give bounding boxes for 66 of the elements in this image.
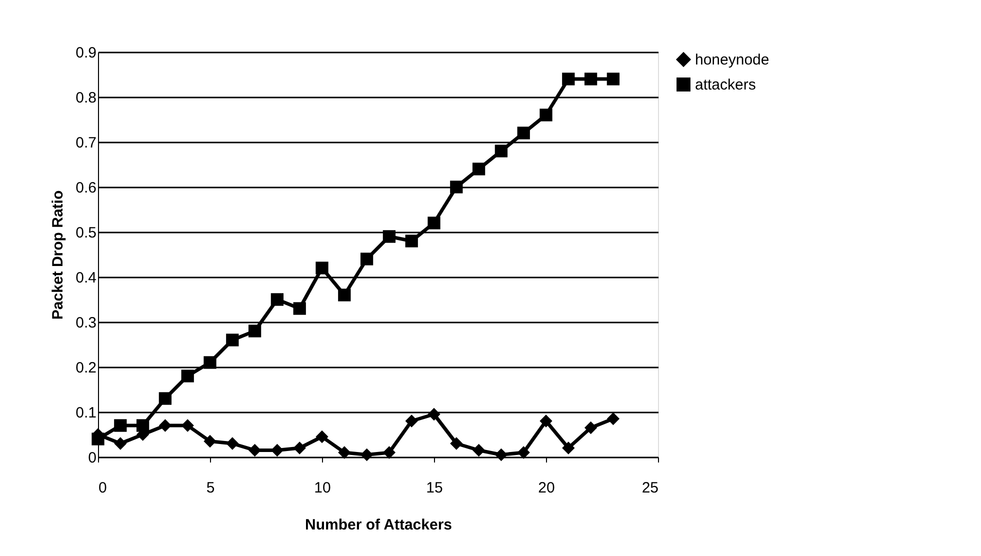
point [226,334,239,346]
point [540,414,552,428]
point [382,446,396,459]
x-tick-label: 20 [538,480,555,496]
y-tick-label: 0.5 [76,224,96,242]
point [338,288,351,302]
legend-label: honeynode [695,52,770,68]
point [158,392,172,405]
y-tick-label: 0.3 [76,314,96,332]
y-tick-label: 0.1 [76,404,96,422]
point [338,446,351,459]
x-tick-label: 0 [98,480,107,496]
x-tick-label: 10 [314,480,331,496]
point [405,414,418,428]
y-tick-label: 0.9 [76,44,96,62]
point [92,432,104,446]
point [316,430,328,444]
y-axis-title: Packet Drop Ratio [50,190,67,320]
point [360,448,374,462]
point [450,180,463,194]
point [472,162,486,176]
point [293,302,306,315]
y-tick-label: 0.7 [76,134,96,152]
x-tick-label: 5 [206,480,215,496]
y-tick-label: 0.2 [76,360,96,376]
x-axis-title: Number of Attackers [305,516,452,534]
y-tick-label: 0 [88,450,96,466]
point [584,72,598,86]
y-tick-label: 0.8 [76,90,96,106]
point [204,434,216,448]
point [158,419,172,432]
point [517,126,530,140]
point [562,72,575,86]
point [606,412,620,426]
point [270,444,284,457]
point [494,144,508,158]
point [114,437,127,450]
point [360,252,374,266]
y-tick-label: 0.4 [76,270,96,286]
point [181,419,194,432]
y-tick-label: 0.6 [76,180,96,196]
point [540,108,552,122]
point [382,230,396,243]
point [405,234,418,248]
point [136,419,150,432]
point [293,442,306,454]
point [517,446,530,459]
point [450,437,463,450]
point [494,448,508,462]
point [270,293,284,306]
point [316,262,328,274]
point [114,419,127,432]
point [428,408,440,421]
point [248,444,262,457]
point [584,421,598,434]
point [204,356,216,369]
point [472,444,486,457]
point [606,72,620,86]
legend-label: attackers [695,76,756,94]
point [181,370,194,382]
point [226,437,239,450]
point [248,324,262,338]
point [562,442,575,454]
point [428,216,440,230]
x-tick-label: 25 [642,480,658,496]
x-tick-label: 15 [426,480,443,496]
